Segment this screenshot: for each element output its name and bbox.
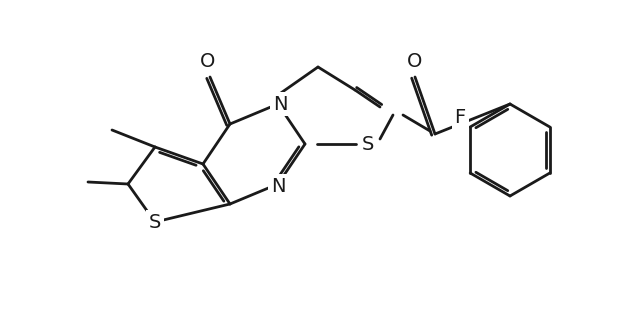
Text: N: N [273,94,287,113]
Text: S: S [362,135,374,154]
Text: S: S [149,213,161,232]
Text: O: O [200,52,216,71]
Text: F: F [454,108,466,127]
Text: N: N [271,176,285,195]
Text: O: O [407,52,422,71]
